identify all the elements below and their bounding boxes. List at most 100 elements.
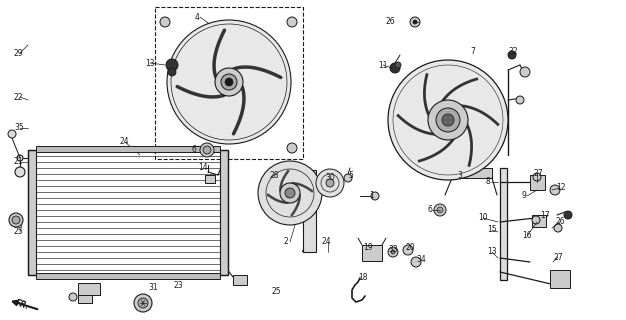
Circle shape bbox=[391, 250, 395, 254]
Circle shape bbox=[413, 20, 417, 24]
Circle shape bbox=[203, 146, 211, 154]
Text: 21: 21 bbox=[14, 157, 24, 166]
Circle shape bbox=[134, 294, 152, 312]
Text: 33: 33 bbox=[388, 245, 398, 254]
Circle shape bbox=[388, 247, 398, 257]
Circle shape bbox=[17, 155, 23, 161]
Text: 19: 19 bbox=[363, 244, 372, 252]
Bar bbox=[78, 283, 100, 295]
Bar bbox=[530, 175, 545, 190]
Circle shape bbox=[280, 183, 300, 203]
Circle shape bbox=[564, 211, 572, 219]
Circle shape bbox=[508, 51, 516, 59]
Bar bbox=[532, 215, 546, 227]
Circle shape bbox=[166, 59, 178, 71]
Circle shape bbox=[371, 192, 379, 200]
Text: 6: 6 bbox=[192, 146, 197, 155]
Bar bbox=[233, 275, 247, 285]
Text: 26: 26 bbox=[385, 18, 394, 27]
Text: 25: 25 bbox=[272, 287, 282, 297]
Circle shape bbox=[395, 62, 401, 68]
Circle shape bbox=[167, 20, 291, 144]
Circle shape bbox=[258, 161, 322, 225]
Bar bbox=[78, 295, 92, 303]
Text: 13: 13 bbox=[145, 59, 155, 68]
Text: 10: 10 bbox=[478, 213, 488, 222]
Circle shape bbox=[550, 185, 560, 195]
Circle shape bbox=[520, 67, 530, 77]
Text: 6: 6 bbox=[428, 205, 433, 214]
Circle shape bbox=[287, 17, 297, 27]
Circle shape bbox=[390, 63, 400, 73]
Bar bbox=[28, 150, 36, 275]
Circle shape bbox=[411, 257, 421, 267]
Circle shape bbox=[200, 143, 214, 157]
Bar bbox=[550, 270, 570, 288]
Circle shape bbox=[516, 96, 524, 104]
Text: 12: 12 bbox=[556, 183, 565, 193]
Text: 25: 25 bbox=[14, 228, 24, 236]
Text: 4: 4 bbox=[195, 12, 200, 21]
Circle shape bbox=[160, 17, 170, 27]
Circle shape bbox=[428, 100, 468, 140]
Text: 18: 18 bbox=[358, 274, 367, 283]
Text: 32: 32 bbox=[508, 47, 518, 57]
Text: 28: 28 bbox=[270, 171, 279, 180]
Circle shape bbox=[168, 68, 176, 76]
Circle shape bbox=[388, 60, 508, 180]
Text: 30: 30 bbox=[325, 173, 335, 182]
Text: 13: 13 bbox=[487, 247, 496, 257]
Text: 31: 31 bbox=[148, 283, 158, 292]
Circle shape bbox=[215, 68, 243, 96]
Text: 26: 26 bbox=[556, 218, 566, 227]
Bar bbox=[303, 170, 316, 252]
Bar bbox=[362, 245, 382, 261]
Circle shape bbox=[316, 169, 344, 197]
Text: 24: 24 bbox=[322, 237, 332, 246]
Text: 3: 3 bbox=[457, 171, 462, 180]
Bar bbox=[28, 150, 228, 275]
Bar bbox=[36, 146, 220, 152]
Bar bbox=[452, 168, 492, 178]
Circle shape bbox=[344, 174, 352, 182]
Bar bbox=[155, 7, 303, 159]
Text: 17: 17 bbox=[540, 211, 550, 220]
Bar bbox=[220, 150, 228, 275]
Text: 24: 24 bbox=[120, 138, 130, 147]
Circle shape bbox=[69, 293, 77, 301]
Circle shape bbox=[265, 187, 275, 197]
Circle shape bbox=[410, 17, 420, 27]
Circle shape bbox=[15, 167, 25, 177]
Text: 14: 14 bbox=[198, 164, 208, 172]
Bar bbox=[500, 168, 507, 280]
Circle shape bbox=[221, 74, 237, 90]
Circle shape bbox=[554, 224, 562, 232]
Circle shape bbox=[403, 245, 413, 255]
Text: 15: 15 bbox=[487, 226, 496, 235]
Text: 2: 2 bbox=[283, 237, 288, 246]
Circle shape bbox=[12, 216, 20, 224]
Text: 11: 11 bbox=[378, 60, 387, 69]
Circle shape bbox=[436, 108, 460, 132]
Text: 29: 29 bbox=[14, 49, 24, 58]
Text: 35: 35 bbox=[14, 124, 24, 132]
Text: 34: 34 bbox=[416, 255, 426, 265]
Circle shape bbox=[225, 78, 233, 86]
Circle shape bbox=[8, 130, 16, 138]
Circle shape bbox=[138, 298, 148, 308]
Text: 9: 9 bbox=[522, 191, 527, 201]
Text: 5: 5 bbox=[348, 171, 353, 180]
Text: 1: 1 bbox=[369, 191, 374, 201]
Text: FR.: FR. bbox=[14, 299, 30, 311]
Circle shape bbox=[287, 143, 297, 153]
Text: 16: 16 bbox=[522, 231, 531, 241]
Circle shape bbox=[434, 204, 446, 216]
Circle shape bbox=[9, 213, 23, 227]
Text: 22: 22 bbox=[14, 92, 24, 101]
Text: 23: 23 bbox=[173, 281, 183, 290]
Circle shape bbox=[532, 216, 540, 224]
Text: 27: 27 bbox=[533, 169, 543, 178]
Bar bbox=[205, 175, 215, 183]
Text: 8: 8 bbox=[486, 178, 491, 187]
Circle shape bbox=[326, 179, 334, 187]
